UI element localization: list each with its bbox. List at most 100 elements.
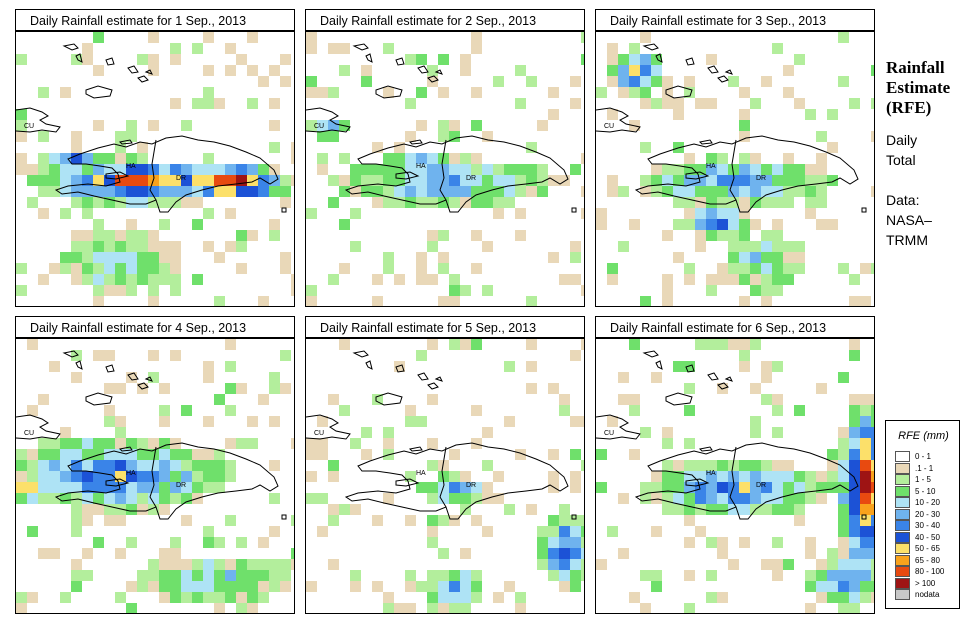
rainfall-map[interactable]: CU HA DR xyxy=(595,338,875,614)
rain-cell xyxy=(794,471,805,482)
rain-cell xyxy=(350,504,361,515)
rain-cell xyxy=(115,197,126,208)
rain-cell xyxy=(104,263,115,274)
rain-cell xyxy=(673,164,684,175)
rain-cell xyxy=(225,186,236,197)
rain-cell xyxy=(236,230,247,241)
rain-cell xyxy=(684,208,695,219)
rain-cell xyxy=(772,274,783,285)
rainfall-map[interactable]: CU HA DR xyxy=(15,31,295,307)
rain-cell xyxy=(684,274,695,285)
rain-cell xyxy=(838,504,849,515)
rain-cell xyxy=(607,263,618,274)
rain-cell xyxy=(372,164,383,175)
rain-cell xyxy=(104,449,115,460)
rain-cell xyxy=(493,592,504,603)
legend-swatch xyxy=(895,531,910,543)
rain-cell xyxy=(706,339,717,350)
rain-cell xyxy=(148,504,159,515)
rain-cell xyxy=(673,504,684,515)
rain-cell xyxy=(849,98,860,109)
rainfall-map[interactable]: CU HA DR xyxy=(305,338,585,614)
rain-cell xyxy=(383,175,394,186)
rain-cell xyxy=(49,361,60,372)
rain-cell xyxy=(49,164,60,175)
rain-cell xyxy=(214,603,225,613)
rain-cell xyxy=(460,54,471,65)
rain-cell xyxy=(651,570,662,581)
rain-cell xyxy=(159,449,170,460)
rain-cell xyxy=(93,186,104,197)
rain-cell xyxy=(350,570,361,581)
rain-cell xyxy=(49,438,60,449)
rain-cell xyxy=(60,493,71,504)
rain-cell xyxy=(203,559,214,570)
rain-cell xyxy=(137,241,148,252)
rain-cell xyxy=(871,394,874,405)
rain-cell xyxy=(93,241,104,252)
rain-cell xyxy=(71,570,82,581)
rain-cell xyxy=(383,263,394,274)
rfe-title: Rainfall Estimate (RFE) xyxy=(886,58,950,118)
rain-cell xyxy=(291,559,294,570)
rain-cell xyxy=(618,372,629,383)
rain-cell xyxy=(383,43,394,54)
rain-cell xyxy=(339,263,350,274)
rain-cell xyxy=(181,559,192,570)
rain-cell xyxy=(181,120,192,131)
rain-cell xyxy=(739,471,750,482)
rain-cell xyxy=(662,98,673,109)
period-line: Daily xyxy=(886,132,918,148)
rain-cell xyxy=(816,131,827,142)
rain-cells xyxy=(306,32,584,306)
rain-cells xyxy=(16,32,294,306)
rain-cell xyxy=(350,175,361,186)
rain-cell xyxy=(104,438,115,449)
rain-cell xyxy=(416,87,427,98)
rain-cell xyxy=(816,471,827,482)
rain-cell xyxy=(339,43,350,54)
rain-cell xyxy=(684,471,695,482)
rain-cell xyxy=(383,197,394,208)
rain-cell xyxy=(460,570,471,581)
rain-cell xyxy=(339,65,350,76)
rain-cell xyxy=(728,493,739,504)
rain-cell xyxy=(27,482,38,493)
rain-cell xyxy=(673,252,684,263)
rain-cell xyxy=(60,87,71,98)
rain-cell xyxy=(427,230,438,241)
rain-cell xyxy=(280,175,291,186)
rain-cell xyxy=(871,482,874,493)
rain-cell xyxy=(258,76,269,87)
rain-cell xyxy=(137,438,148,449)
rain-cell xyxy=(71,515,82,526)
rain-cell xyxy=(126,537,137,548)
rain-cell xyxy=(126,603,137,613)
rainfall-map[interactable]: CU HA DR xyxy=(15,338,295,614)
rain-cell xyxy=(526,164,537,175)
rain-cell xyxy=(581,32,584,43)
rain-cell xyxy=(27,197,38,208)
rain-cell xyxy=(225,460,236,471)
rain-cell xyxy=(280,54,291,65)
rain-cell xyxy=(706,493,717,504)
rain-cell xyxy=(27,493,38,504)
rain-cell xyxy=(515,164,526,175)
rain-cell xyxy=(438,120,449,131)
rainfall-map[interactable]: CU HA DR xyxy=(305,31,585,307)
rain-cell xyxy=(104,164,115,175)
rain-cell xyxy=(662,482,673,493)
rain-cell xyxy=(684,537,695,548)
country-label-dr: DR xyxy=(176,175,186,182)
rain-cell xyxy=(16,263,27,274)
rain-cell xyxy=(537,526,548,537)
rfe-panel-1: Daily Rainfall estimate for 1 Sep., 2013… xyxy=(15,9,295,311)
rain-cell xyxy=(673,186,684,197)
rain-cell xyxy=(82,186,93,197)
rainfall-map[interactable]: CU HA DR xyxy=(595,31,875,307)
rain-cell xyxy=(115,131,126,142)
rain-cell xyxy=(739,175,750,186)
rain-cell xyxy=(148,197,159,208)
rain-cell xyxy=(115,241,126,252)
rain-cell xyxy=(93,438,104,449)
